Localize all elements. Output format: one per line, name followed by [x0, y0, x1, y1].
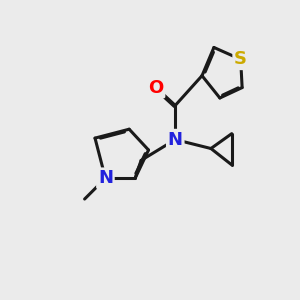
Text: O: O: [148, 79, 164, 97]
Text: N: N: [168, 130, 183, 148]
Text: S: S: [234, 50, 247, 68]
Text: N: N: [98, 169, 113, 187]
